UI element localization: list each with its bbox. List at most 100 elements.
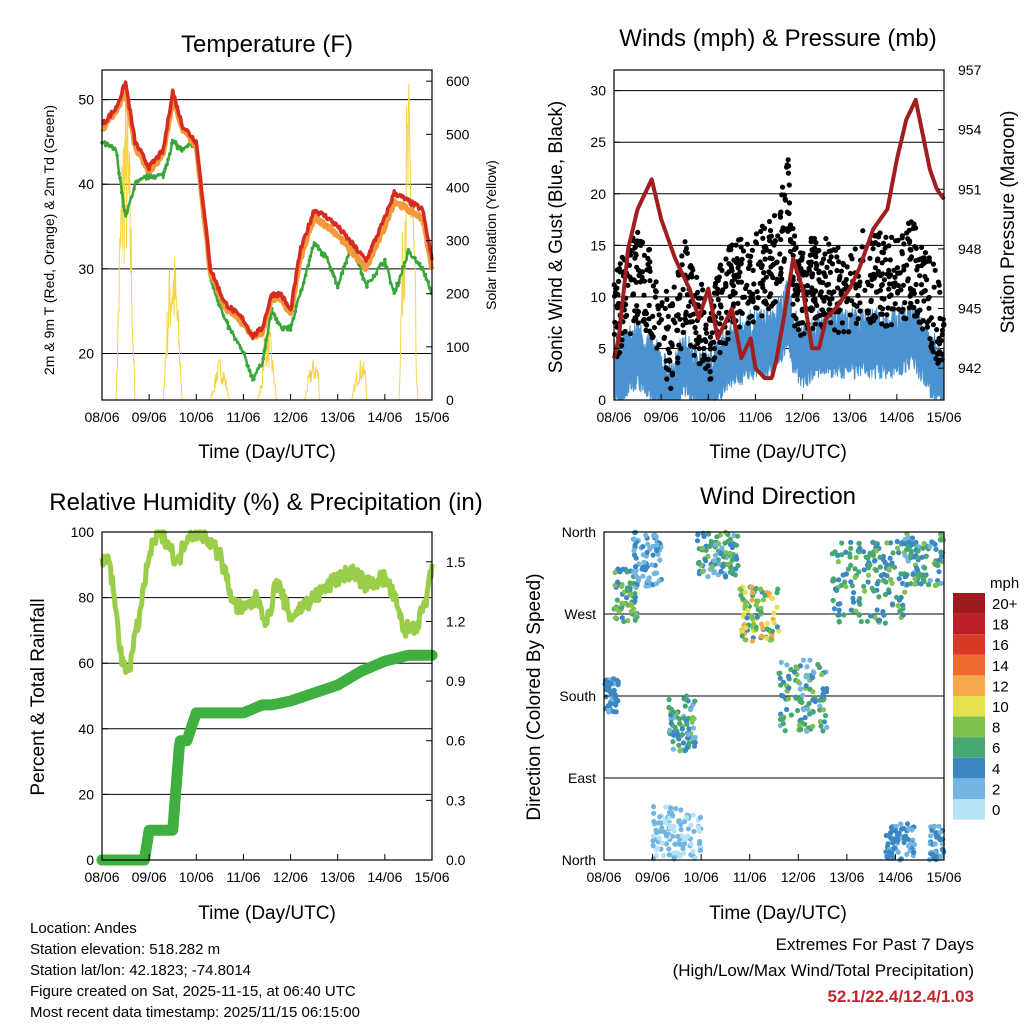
wind-direction-point: [842, 579, 848, 585]
gust-point: [787, 237, 794, 243]
wind-direction-point: [937, 853, 944, 859]
colorbar-swatch: [953, 737, 985, 758]
wind-direction-point: [864, 618, 871, 624]
gust-point: [832, 247, 839, 253]
wind-direction-point: [856, 540, 862, 546]
gust-point: [781, 192, 788, 198]
colorbar-swatch: [953, 799, 985, 820]
gust-point: [904, 230, 910, 236]
wind-direction-point: [937, 829, 943, 835]
wind-direction-point: [605, 703, 611, 709]
gust-point: [730, 283, 737, 289]
gust-point: [806, 267, 812, 274]
gust-point: [835, 285, 841, 291]
gust-point: [748, 253, 754, 259]
wind-direction-point: [775, 586, 781, 592]
wind-direction-point: [810, 689, 816, 695]
wind-direction-point: [817, 719, 823, 725]
wind-direction-point: [619, 600, 625, 606]
gust-point: [906, 305, 912, 311]
y2-tick-label: 942: [958, 360, 982, 376]
wind-direction-point: [889, 560, 895, 566]
gust-point: [641, 252, 648, 258]
gust-point: [664, 376, 670, 382]
colorbar-swatch: [953, 778, 985, 799]
gust-point: [832, 327, 838, 333]
gust-point: [697, 360, 703, 367]
gust-point: [718, 262, 724, 268]
gust-point: [768, 303, 775, 309]
gust-point: [664, 296, 670, 303]
wind-direction-point: [776, 670, 782, 677]
gust-point: [784, 164, 790, 170]
gust-point: [762, 298, 768, 304]
winds-chart: Winds (mph) & Pressure (mb) 08/06 09/06 10…: [546, 25, 1019, 463]
wind-direction-point: [758, 609, 764, 615]
gust-point: [705, 356, 712, 362]
wind-direction-point: [858, 618, 864, 625]
wind-direction-point: [832, 586, 839, 592]
y-tick-label: East: [568, 770, 596, 786]
gust-point: [795, 327, 802, 333]
wind-direction-point: [925, 582, 932, 588]
wind-direction-point: [668, 720, 674, 726]
wind-direction-point: [722, 540, 728, 546]
y2-tick-label: 500: [446, 126, 470, 142]
wind-direction-point: [700, 545, 706, 551]
wind-direction-point: [865, 572, 872, 578]
gust-point: [762, 256, 768, 262]
gust-point: [810, 271, 816, 277]
x-tick-label: 12/06: [273, 869, 308, 885]
gust-point: [914, 298, 920, 305]
wind-direction-point: [743, 625, 749, 631]
gust-point: [707, 346, 713, 352]
gust-point: [886, 281, 893, 287]
wind-direction-point: [810, 697, 816, 703]
gust-point: [916, 319, 922, 325]
gust-point: [913, 225, 919, 231]
gust-point: [738, 279, 745, 285]
wind-direction-point: [791, 669, 798, 675]
gust-point: [739, 256, 745, 262]
gust-point: [665, 346, 671, 352]
wind-direction-point: [938, 836, 945, 842]
wind-direction-point: [607, 680, 613, 686]
wind-direction-point: [681, 819, 688, 825]
gust-point: [787, 248, 794, 255]
wind-direction-point: [797, 698, 803, 705]
wind-direction-point: [862, 588, 868, 594]
wind-direction-point: [881, 577, 887, 583]
wind-direction-point: [896, 550, 902, 556]
wind-direction-point: [733, 554, 739, 560]
wind-direction-point: [886, 849, 893, 855]
wind-direction-point: [653, 581, 660, 587]
wind-direction-point: [678, 807, 684, 813]
wind-direction-point: [880, 609, 886, 615]
wind-direction-point: [712, 542, 719, 548]
gust-point: [808, 290, 815, 296]
gust-point: [663, 288, 670, 294]
y-tick-label: 30: [78, 261, 94, 277]
gust-point: [656, 312, 662, 318]
y-tick-label: 100: [71, 524, 95, 540]
wind-direction-point: [804, 728, 810, 734]
wind-direction-point: [755, 598, 761, 604]
wind-direction-point: [893, 823, 899, 830]
wind-direction-point: [901, 834, 907, 840]
gust-point: [774, 276, 780, 282]
gust-point: [821, 271, 827, 277]
wind-direction-point: [873, 567, 879, 574]
wind-direction-point: [872, 614, 878, 620]
gust-point: [920, 255, 926, 261]
gust-point: [792, 233, 798, 239]
gust-point: [926, 305, 932, 311]
wind-direction-point: [714, 534, 720, 540]
gust-point: [927, 336, 933, 342]
gust-point: [875, 256, 881, 262]
wind-direction-point: [619, 583, 625, 590]
wind-direction-point: [890, 840, 896, 846]
y-tick-label: 20: [78, 786, 94, 802]
gust-point: [614, 305, 620, 311]
y2-tick-label: 200: [446, 286, 470, 302]
x-tick-label: 11/06: [738, 409, 772, 425]
